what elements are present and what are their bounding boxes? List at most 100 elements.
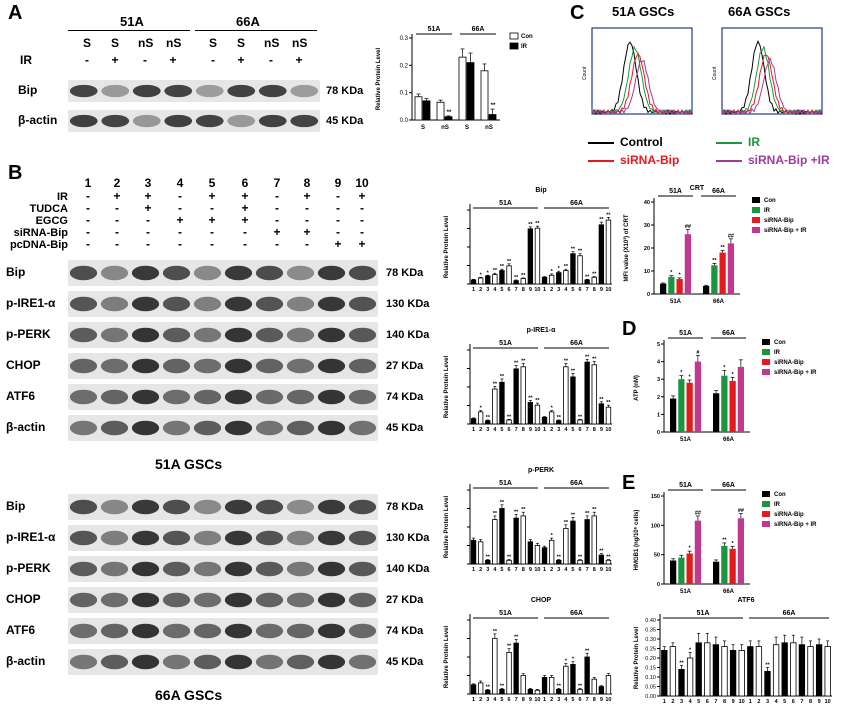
bar [513,368,519,425]
bar [584,519,590,565]
blot-band [286,623,315,639]
x-tick-label: 1 [543,567,546,573]
blot-band [162,265,191,281]
group-label: 51A [679,330,692,337]
blot-band [100,296,129,312]
blot-band [224,499,253,515]
blot-band [164,114,193,128]
significance-mark: * [689,546,692,552]
blot-band [162,296,191,312]
bar [755,646,763,697]
significance-mark: ** [564,264,569,270]
band-kda: 45 KDa [386,656,424,668]
significance-mark: ** [486,684,491,690]
blot-band [286,389,315,405]
bar [598,224,605,285]
band-kda: 78 KDa [326,85,364,97]
bar [721,375,728,432]
group-label: 51A [499,340,512,347]
blot-band [255,296,284,312]
lane-sample: S [236,36,245,50]
bar [477,682,484,695]
bar [577,688,583,695]
significance-mark: ** [564,520,569,526]
y-tick-label: 40 [644,200,650,206]
bar [598,554,605,565]
bar [711,265,718,294]
significance-mark: * [723,365,726,371]
x-tick-label: 2 [550,567,553,573]
panel-label-b: B [8,162,23,184]
significance-mark: ** [585,511,590,517]
significance-mark: ## [695,510,701,516]
significance-mark: # [696,350,699,356]
treatment-sign: - [86,189,90,203]
bar [598,686,605,695]
flow-histogram-66a: Count [712,27,823,116]
blot-band [100,592,129,608]
x-tick-label: 10 [605,567,611,573]
x-tick-label: 8 [593,287,596,293]
legend-label: siRNA-Bip [620,153,680,167]
blot-band [317,389,346,405]
significance-mark: ** [578,249,583,255]
blot-band [193,530,222,546]
group-label: 66A [722,330,735,337]
significance-mark: ## [685,224,691,230]
treatment-sign: - [178,201,182,215]
blot-band [224,530,253,546]
bar [506,651,512,695]
x-tick-label: 7 [515,697,518,703]
blot-caption-66a: 66A GSCs [155,687,223,703]
x-tick-label: 9 [529,567,532,573]
group-label: 66A [570,610,583,617]
y-axis-label: Relative Protein Level [444,355,450,418]
y-axis-label: MFI value (X10³) of CRT [623,214,630,281]
legend-swatch [588,142,614,144]
treatment-sign: - [86,237,90,251]
legend-label: siRNA-Bip +IR [748,153,830,167]
histogram-curve [591,52,693,116]
blot-band [255,592,284,608]
blot-band [131,654,160,670]
treatment-sign: - [360,201,364,215]
chart-title: CRT [690,185,705,192]
bar [668,276,675,294]
bar [737,366,744,432]
blot-band [317,530,346,546]
bar [458,56,467,121]
legend-swatch [762,339,770,345]
blot-band [162,499,191,515]
blot-band [286,296,315,312]
lane-number: 2 [113,176,121,190]
significance-mark: ** [557,555,562,561]
x-tick-label: 1 [472,697,475,703]
x-tick-label: 5 [500,567,503,573]
y-tick-label: 0 [657,582,660,588]
blot-band [255,499,284,515]
band-name: Bip [6,499,26,513]
blot-band [132,114,161,128]
band-name: β-actin [6,654,46,668]
x-tick-label: 7 [714,699,717,705]
legend-label: siRNA-Bip [774,512,804,518]
legend-swatch [762,501,770,507]
blot-band [193,358,222,374]
bar [570,664,576,695]
treatment-sign: - [243,225,247,239]
blot-band [100,420,129,436]
treatment-sign: + [113,189,121,203]
blot-band [100,530,129,546]
treatment-sign: - [336,213,340,227]
blot-band [348,530,377,546]
blot-band [162,654,191,670]
blot-band [69,114,98,128]
lane-number: 10 [355,176,369,190]
bar [694,520,701,584]
blot-band [348,623,377,639]
bar [570,376,576,425]
significance-mark: ** [606,400,611,406]
treatment-sign: - [178,237,182,251]
bar [790,642,797,697]
significance-mark: ** [571,247,576,253]
